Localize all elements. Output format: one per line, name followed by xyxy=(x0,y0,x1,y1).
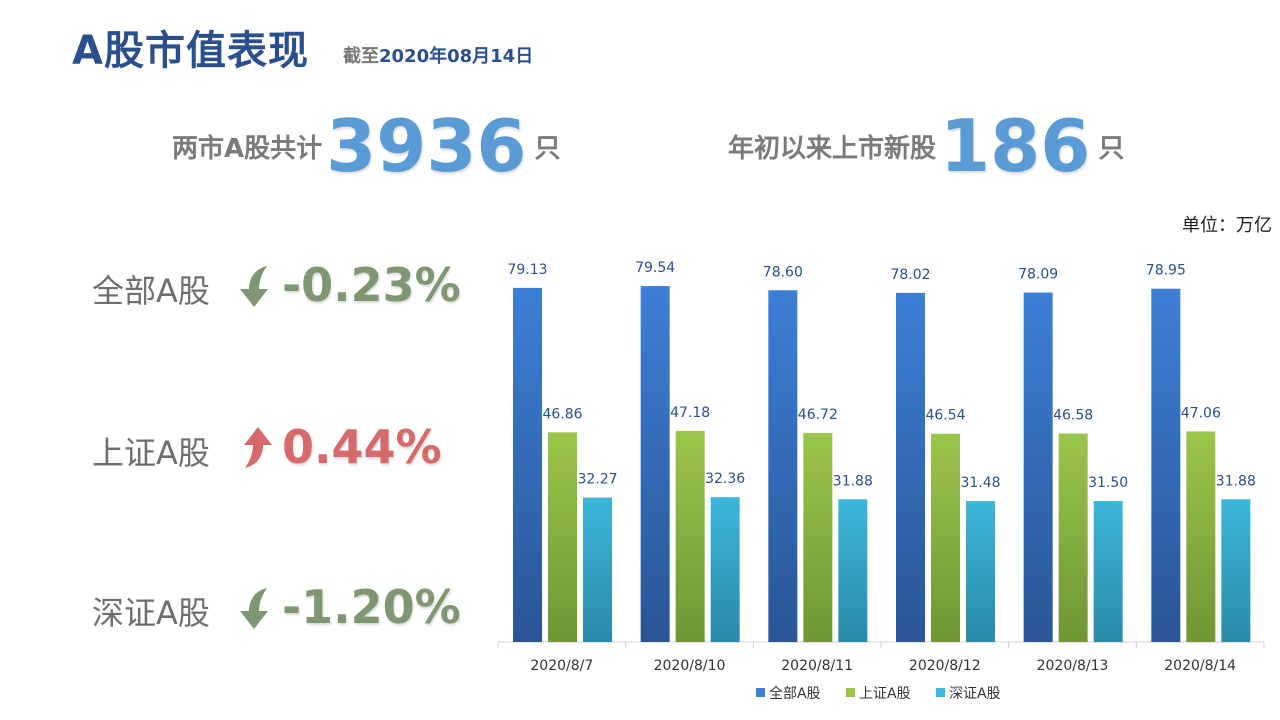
data-label: 46.58 xyxy=(1053,408,1093,424)
as-of-date-value: 2020年08月14日 xyxy=(379,46,534,67)
bar xyxy=(931,433,960,642)
data-label: 46.54 xyxy=(925,408,965,424)
data-label: 31.48 xyxy=(960,475,1000,491)
legend-swatch xyxy=(936,688,945,697)
page-title: A股市值表现 xyxy=(72,28,309,74)
bar xyxy=(513,287,542,642)
as-of-date: 截至2020年08月14日 xyxy=(343,42,533,68)
stat-new-listings: 年初以来上市新股186 只 xyxy=(728,104,1125,188)
legend-label: 上证A股 xyxy=(859,686,911,702)
x-tick-label: 2020/8/11 xyxy=(781,658,853,674)
bar xyxy=(1151,288,1181,642)
stat-total-value: 3936 xyxy=(326,104,527,188)
data-label: 47.18 xyxy=(670,405,710,421)
x-tick-label: 2020/8/13 xyxy=(1037,658,1109,674)
legend-label: 深证A股 xyxy=(949,686,1001,702)
bar xyxy=(768,290,798,642)
data-label: 47.06 xyxy=(1181,405,1221,421)
stat-new-value: 186 xyxy=(940,104,1091,188)
index-change: -0.23% xyxy=(282,258,461,312)
bar xyxy=(1093,501,1123,642)
bar xyxy=(1023,292,1053,642)
stat-total-label: 两市A股共计 xyxy=(172,133,323,164)
legend-label: 全部A股 xyxy=(769,685,821,702)
data-label: 78.02 xyxy=(890,267,930,283)
legend-swatch xyxy=(756,688,765,697)
bar xyxy=(1186,431,1216,642)
bar xyxy=(803,432,833,642)
data-label: 32.27 xyxy=(577,472,617,488)
data-label: 31.88 xyxy=(833,473,873,489)
data-label: 78.95 xyxy=(1146,263,1186,279)
index-change: -1.20% xyxy=(282,580,461,634)
x-tick-label: 2020/8/12 xyxy=(909,658,981,674)
unit-note: 单位：万亿 xyxy=(1182,215,1272,236)
data-label: 78.60 xyxy=(763,264,803,280)
data-label: 78.09 xyxy=(1018,267,1058,283)
down-arrow-icon xyxy=(240,588,268,629)
stat-new-unit: 只 xyxy=(1098,133,1125,164)
stat-total-stocks: 两市A股共计3936 只 xyxy=(172,104,561,188)
data-label: 79.13 xyxy=(507,262,547,278)
x-tick-label: 2020/8/10 xyxy=(654,658,726,674)
data-label: 46.86 xyxy=(542,406,582,422)
x-tick-label: 2020/8/7 xyxy=(530,658,593,674)
bar xyxy=(583,497,612,642)
bar xyxy=(838,499,868,642)
legend-swatch xyxy=(846,688,855,697)
data-label: 32.36 xyxy=(705,471,745,487)
bar xyxy=(640,286,670,642)
index-name: 上证A股 xyxy=(92,434,210,472)
as-of-prefix: 截至 xyxy=(343,46,379,67)
index-name: 深证A股 xyxy=(92,594,210,632)
bar xyxy=(548,432,577,642)
data-label: 79.54 xyxy=(635,260,675,276)
bar xyxy=(1221,499,1251,642)
bar xyxy=(966,501,995,642)
market-cap-bar-chart: 79.13 46.86 32.27 2020/8/7 79.54 47.18 32.36 20… xyxy=(497,260,1265,702)
index-name: 全部A股 xyxy=(92,272,210,310)
data-label: 31.50 xyxy=(1088,475,1128,491)
up-arrow-icon xyxy=(244,427,272,468)
x-tick-label: 2020/8/14 xyxy=(1164,658,1236,674)
down-arrow-icon xyxy=(240,266,268,307)
index-change: 0.44% xyxy=(282,420,442,474)
bar xyxy=(896,292,925,642)
data-label: 31.88 xyxy=(1216,473,1256,489)
bar xyxy=(675,430,705,642)
stat-total-unit: 只 xyxy=(534,133,561,164)
bar xyxy=(710,497,740,642)
data-label: 46.72 xyxy=(798,407,838,423)
stat-new-label: 年初以来上市新股 xyxy=(728,133,937,164)
bar xyxy=(1058,433,1088,642)
